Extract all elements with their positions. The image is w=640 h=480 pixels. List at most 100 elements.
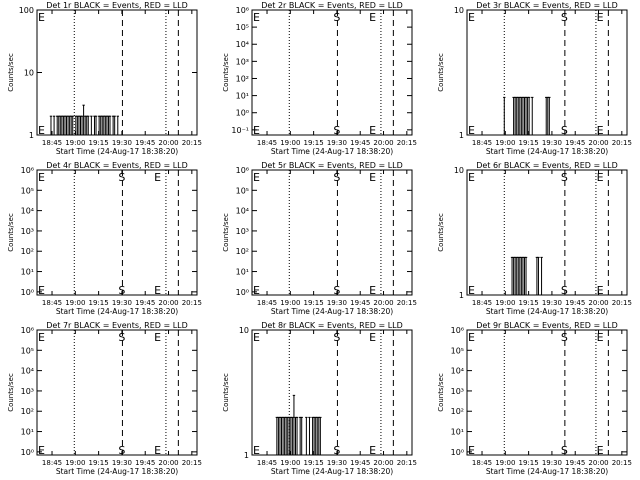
x-tick-label: 18:45 xyxy=(42,299,62,307)
start-marker: S xyxy=(561,11,568,24)
end-marker: E xyxy=(468,124,475,137)
y-tick-label: 10⁵ xyxy=(21,186,34,195)
end-marker: E xyxy=(468,11,475,24)
start-marker: S xyxy=(561,171,568,184)
end-marker: E xyxy=(369,11,376,24)
plot-frame xyxy=(466,329,628,456)
y-axis-label: Counts/sec xyxy=(222,213,230,252)
x-axis-label: Start Time (24-Aug-17 18:38:20) xyxy=(486,467,608,476)
end-marker: E xyxy=(597,124,604,137)
plot-frame xyxy=(466,9,628,136)
y-tick-label: 10³ xyxy=(236,227,249,236)
start-marker: S xyxy=(333,444,340,457)
detector-panel: Det 6r BLACK = Events, RED = LLD 1 10 Count… xyxy=(437,161,632,316)
y-tick-label: 100 xyxy=(19,6,34,15)
x-tick-label: 20:15 xyxy=(397,459,417,467)
x-tick-label: 18:45 xyxy=(472,299,492,307)
y-tick-label: 10⁰ xyxy=(236,288,249,297)
y-tick-label: 10¹ xyxy=(236,268,249,277)
x-tick-label: 19:00 xyxy=(65,459,85,467)
x-tick-label: 19:00 xyxy=(495,299,515,307)
y-tick-label: 10⁵ xyxy=(21,346,34,355)
x-tick-label: 19:30 xyxy=(327,299,347,307)
x-tick-label: 19:00 xyxy=(280,139,300,147)
y-tick-label: 10⁰ xyxy=(21,288,34,297)
detector-panel: Det 9r BLACK = Events, RED = LLD 10⁰ 10¹ 10… xyxy=(437,321,632,476)
x-tick-label: 19:45 xyxy=(350,459,370,467)
y-tick-label: 10² xyxy=(451,407,464,416)
panel-title: Det 1r BLACK = Events, RED = LLD xyxy=(46,1,188,10)
x-tick-label: 19:30 xyxy=(112,299,132,307)
x-tick-label: 20:00 xyxy=(158,299,178,307)
y-tick-label: 10⁶ xyxy=(236,166,249,175)
y-tick-label: 10¹ xyxy=(21,428,34,437)
x-tick-label: 20:00 xyxy=(588,459,608,467)
x-tick-label: 20:00 xyxy=(158,459,178,467)
x-axis-label: Start Time (24-Aug-17 18:38:20) xyxy=(486,147,608,156)
end-marker: E xyxy=(369,171,376,184)
start-marker: S xyxy=(118,331,125,344)
y-axis-label: Counts/sec xyxy=(437,53,445,92)
x-tick-label: 18:45 xyxy=(257,139,277,147)
y-tick-label: 10⁵ xyxy=(236,186,249,195)
x-tick-label: 19:45 xyxy=(135,139,155,147)
end-marker: E xyxy=(154,331,161,344)
x-tick-label: 19:45 xyxy=(135,459,155,467)
x-tick-label: 19:30 xyxy=(542,459,562,467)
y-axis-label: Counts/sec xyxy=(222,53,230,92)
end-marker: E xyxy=(38,331,45,344)
end-marker: E xyxy=(597,331,604,344)
y-tick-label: 10⁴ xyxy=(236,40,249,49)
y-tick-label: 10² xyxy=(21,407,34,416)
y-tick-label: 10 xyxy=(24,69,34,78)
y-tick-label: 10⁶ xyxy=(451,326,464,335)
y-tick-label: 10¹ xyxy=(21,268,34,277)
y-tick-label: 10 xyxy=(239,326,249,335)
y-tick-label: 1 xyxy=(244,451,249,460)
x-tick-label: 19:00 xyxy=(280,299,300,307)
y-tick-label: 10 xyxy=(454,6,464,15)
y-axis-label: Counts/sec xyxy=(222,373,230,412)
y-tick-label: 10⁴ xyxy=(21,367,34,376)
y-tick-label: 10³ xyxy=(451,387,464,396)
start-marker: S xyxy=(118,444,125,457)
x-tick-label: 19:15 xyxy=(89,139,109,147)
x-tick-label: 19:00 xyxy=(65,299,85,307)
y-axis-label: Counts/sec xyxy=(7,213,15,252)
end-marker: E xyxy=(369,444,376,457)
detector-panel: Det 5r BLACK = Events, RED = LLD 10⁰ 10¹ 10… xyxy=(222,161,417,316)
x-axis-label: Start Time (24-Aug-17 18:38:20) xyxy=(271,467,393,476)
y-tick-label: 10⁶ xyxy=(21,166,34,175)
panel-title: Det 5r BLACK = Events, RED = LLD xyxy=(261,161,403,170)
end-marker: E xyxy=(38,11,45,24)
start-marker: S xyxy=(333,124,340,137)
y-tick-label: 10² xyxy=(236,247,249,256)
x-axis-label: Start Time (24-Aug-17 18:38:20) xyxy=(271,307,393,316)
y-tick-label: 1 xyxy=(29,131,34,140)
end-marker: E xyxy=(253,11,260,24)
x-tick-label: 20:15 xyxy=(182,299,202,307)
x-tick-label: 20:15 xyxy=(182,459,202,467)
x-tick-label: 19:15 xyxy=(89,299,109,307)
end-marker: E xyxy=(253,444,260,457)
detector-panel: Det 3r BLACK = Events, RED = LLD 1 10 Count… xyxy=(437,1,632,156)
start-marker: S xyxy=(561,284,568,297)
plot-frame xyxy=(466,169,628,296)
panel-title: Det 6r BLACK = Events, RED = LLD xyxy=(476,161,618,170)
x-tick-label: 20:00 xyxy=(373,459,393,467)
end-marker: E xyxy=(253,171,260,184)
x-tick-label: 20:00 xyxy=(373,299,393,307)
x-axis-label: Start Time (24-Aug-17 18:38:20) xyxy=(56,467,178,476)
y-tick-label: 10⁶ xyxy=(21,326,34,335)
x-axis-label: Start Time (24-Aug-17 18:38:20) xyxy=(271,147,393,156)
end-marker: E xyxy=(154,444,161,457)
y-tick-label: 10⁵ xyxy=(236,23,249,32)
x-tick-label: 19:30 xyxy=(327,139,347,147)
x-tick-label: 19:15 xyxy=(519,459,539,467)
y-tick-label: 10¹ xyxy=(236,92,249,101)
y-tick-label: 10¹ xyxy=(451,428,464,437)
x-axis-label: Start Time (24-Aug-17 18:38:20) xyxy=(486,307,608,316)
y-tick-label: 10³ xyxy=(236,57,249,66)
x-tick-label: 19:45 xyxy=(565,139,585,147)
